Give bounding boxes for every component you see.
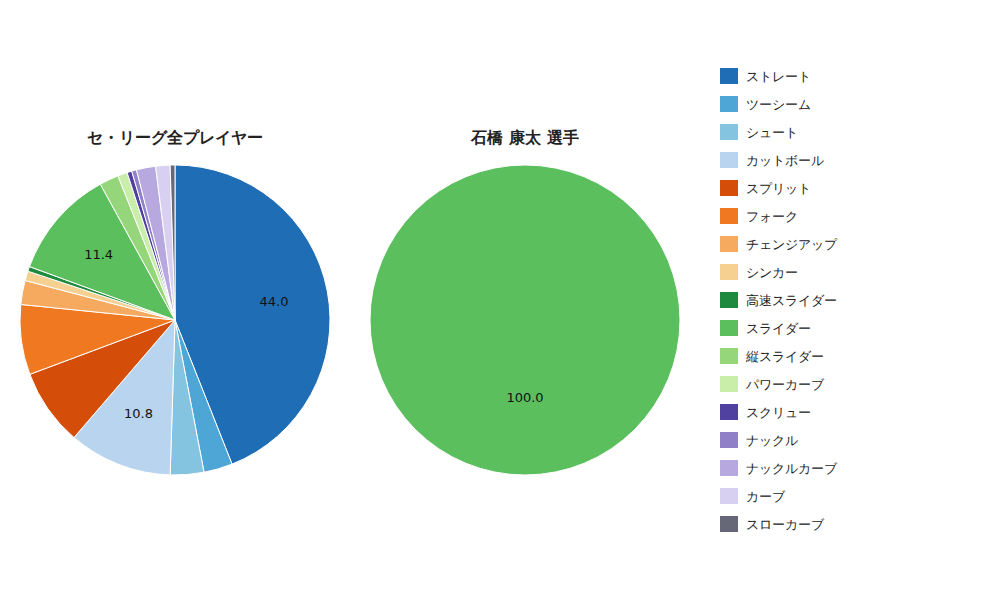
- legend-item: シンカー: [720, 264, 798, 280]
- pie-slice: [170, 320, 204, 475]
- legend-swatch: [720, 68, 738, 84]
- data-label: 44.0: [259, 294, 288, 309]
- legend-label: スプリット: [746, 181, 811, 196]
- legend-item: スクリュー: [720, 404, 811, 420]
- legend-item: カットボール: [720, 152, 824, 168]
- data-label: 11.4: [84, 247, 113, 262]
- legend-swatch: [720, 488, 738, 504]
- legend-swatch: [720, 376, 738, 392]
- legend-label: 縦スライダー: [745, 349, 824, 364]
- legend-label: パワーカーブ: [745, 377, 825, 392]
- legend-item: ストレート: [720, 68, 811, 84]
- pie-slice: [156, 165, 175, 320]
- legend-label: スクリュー: [746, 405, 811, 420]
- data-labels: 44.0 10.8 11.4: [84, 247, 288, 422]
- legend-item: カーブ: [720, 488, 786, 504]
- legend-label: シンカー: [746, 265, 798, 280]
- legend-item: 縦スライダー: [720, 348, 824, 364]
- legend-swatch: [720, 348, 738, 364]
- legend-item: パワーカーブ: [720, 376, 825, 392]
- legend-label: ナックルカーブ: [746, 461, 838, 476]
- legend-item: シュート: [720, 124, 798, 140]
- legend-label: ナックル: [746, 433, 798, 448]
- legend-swatch: [720, 460, 738, 476]
- data-label: 10.8: [124, 406, 153, 421]
- legend-label: ツーシーム: [746, 97, 811, 112]
- pie-group: 44.0 10.8 11.4: [20, 165, 330, 475]
- legend-label: シュート: [746, 125, 798, 140]
- chart-title: セ・リーグ全プレイヤー: [87, 128, 263, 147]
- slices: [370, 165, 680, 475]
- legend-swatch: [720, 320, 738, 336]
- legend-swatch: [720, 292, 738, 308]
- legend-swatch: [720, 96, 738, 112]
- legend-swatch: [720, 124, 738, 140]
- legend-swatch: [720, 264, 738, 280]
- legend-item: ツーシーム: [720, 96, 811, 112]
- legend-label: 高速スライダー: [746, 293, 837, 308]
- legend: ストレートツーシームシュートカットボールスプリットフォークチェンジアップシンカー…: [720, 68, 838, 532]
- legend-label: ストレート: [746, 69, 811, 84]
- legend-swatch: [720, 236, 738, 252]
- legend-swatch: [720, 432, 738, 448]
- legend-item: ナックル: [720, 432, 798, 448]
- legend-item: スプリット: [720, 180, 811, 196]
- legend-item: スライダー: [720, 320, 811, 336]
- legend-item: スローカーブ: [720, 516, 825, 532]
- slices: [20, 165, 330, 475]
- legend-swatch: [720, 180, 738, 196]
- legend-label: スライダー: [746, 321, 811, 336]
- legend-label: スローカーブ: [746, 517, 825, 532]
- data-label: 100.0: [506, 390, 543, 405]
- legend-label: チェンジアップ: [746, 237, 838, 252]
- chart-title: 石橋 康太 選手: [470, 128, 578, 147]
- legend-item: 高速スライダー: [720, 292, 837, 308]
- data-labels: 100.0: [506, 390, 543, 405]
- pie-slice: [170, 165, 175, 320]
- legend-item: チェンジアップ: [720, 236, 838, 252]
- pie-group: 100.0: [370, 165, 680, 475]
- legend-item: フォーク: [720, 208, 798, 224]
- legend-swatch: [720, 152, 738, 168]
- legend-swatch: [720, 516, 738, 532]
- pie-slice: [370, 165, 680, 475]
- chart-root: 44.0 10.8 11.4 セ・リーグ全プレイヤー ストレートツーシームシュートカット…: [0, 0, 1000, 600]
- legend-item: ナックルカーブ: [720, 460, 838, 476]
- legend-label: フォーク: [746, 209, 798, 224]
- legend-swatch: [720, 404, 738, 420]
- legend-swatch: [720, 208, 738, 224]
- legend-label: カットボール: [746, 153, 824, 168]
- legend-label: カーブ: [746, 489, 786, 504]
